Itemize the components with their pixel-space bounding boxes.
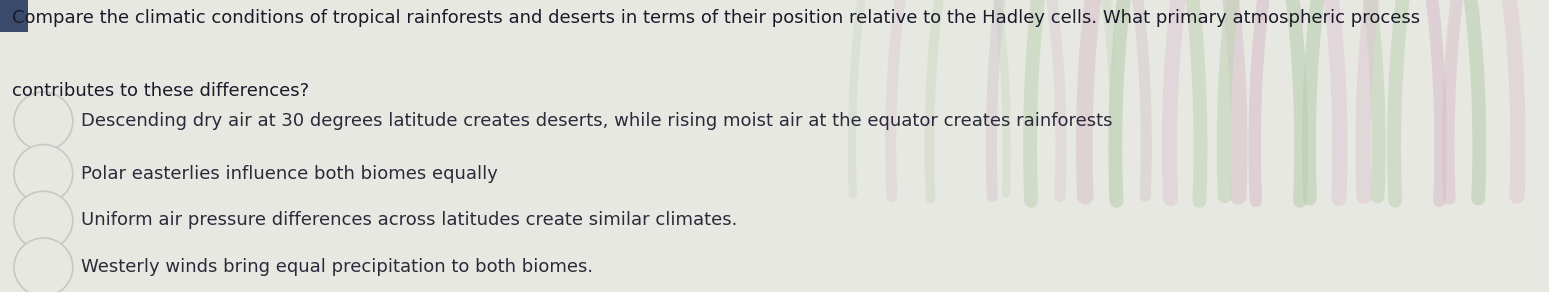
Text: Polar easterlies influence both biomes equally: Polar easterlies influence both biomes e… (81, 165, 497, 183)
Text: contributes to these differences?: contributes to these differences? (12, 82, 310, 100)
Text: Compare the climatic conditions of tropical rainforests and deserts in terms of : Compare the climatic conditions of tropi… (12, 9, 1420, 27)
Ellipse shape (14, 92, 73, 150)
Ellipse shape (14, 145, 73, 203)
Text: Descending dry air at 30 degrees latitude creates deserts, while rising moist ai: Descending dry air at 30 degrees latitud… (81, 112, 1112, 130)
Ellipse shape (14, 191, 73, 250)
Ellipse shape (14, 238, 73, 292)
FancyBboxPatch shape (0, 0, 28, 32)
Text: Uniform air pressure differences across latitudes create similar climates.: Uniform air pressure differences across … (81, 211, 737, 230)
Text: Westerly winds bring equal precipitation to both biomes.: Westerly winds bring equal precipitation… (81, 258, 593, 276)
